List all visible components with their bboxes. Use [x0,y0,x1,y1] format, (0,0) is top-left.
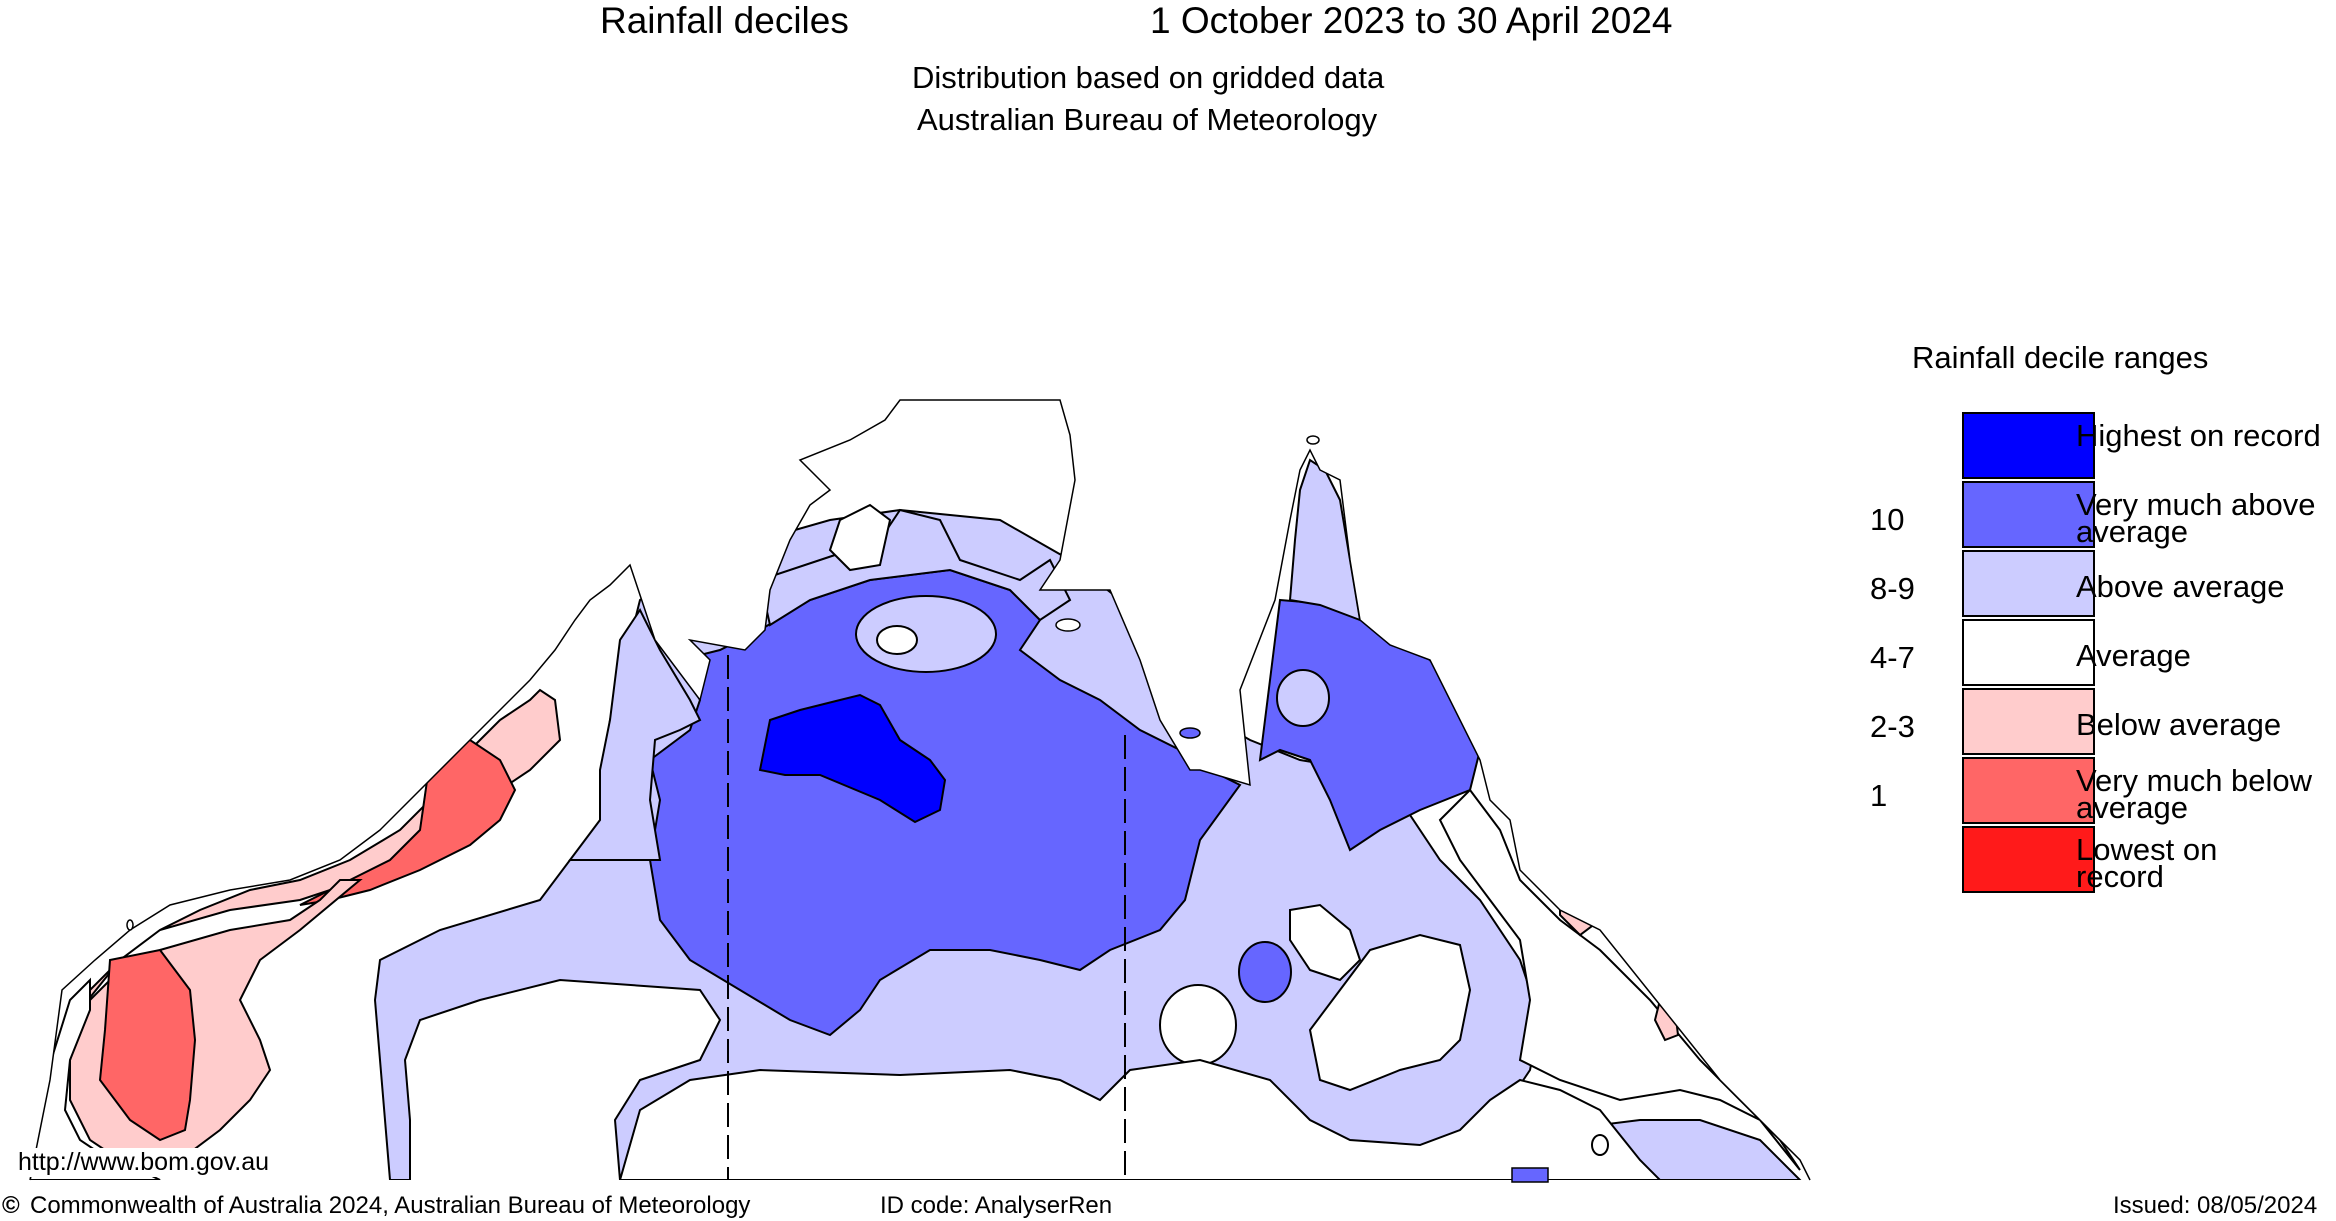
copyright-icon: © [2,1192,20,1219]
decile-label-10: 10 [1870,502,1905,537]
legend-swatch-lowest [1962,826,2095,893]
legend-label-lowest: Lowest on record [2076,832,2218,894]
legend-label-very-much-below: Very much below average [2076,763,2313,825]
subtitle-data-source: Distribution based on gridded data [912,60,1385,95]
legend-label-very-much-above: Very much above average [2076,487,2316,549]
legend-label-above: Above average [2076,569,2285,604]
copyright-text: Commonwealth of Australia 2024, Australi… [30,1192,751,1219]
very-much-above-average-region [648,568,1242,1037]
decile-label-8-9: 8-9 [1870,571,1915,606]
decile-label-2-3: 2-3 [1870,709,1915,744]
legend-label-below: Below average [2076,707,2282,742]
legend-label-highest: Highest on record [2076,418,2321,453]
decile-label-4-7: 4-7 [1870,640,1915,675]
decile-label-1: 1 [1870,778,1888,813]
legend-swatch-very-much-above [1962,481,2095,548]
issued-date: Issued: 08/05/2024 [2113,1192,2318,1219]
legend-swatch-very-much-below [1962,757,2095,824]
subtitle-agency: Australian Bureau of Meteorology [917,102,1378,137]
legend-swatch-highest [1962,412,2095,479]
map-title: Rainfall deciles [600,0,849,41]
date-range: 1 October 2023 to 30 April 2024 [1150,0,1673,41]
legend-swatch-above [1962,550,2095,617]
bom-url-link[interactable]: http://www.bom.gov.au [14,1148,274,1177]
id-code: ID code: AnalyserRen [880,1192,1113,1219]
highest-on-record-region [758,693,947,824]
legend-title: Rainfall decile ranges [1912,340,2209,375]
legend-swatch-below [1962,688,2095,755]
legend-swatch-average [1962,619,2095,686]
legend-label-average: Average [2076,638,2191,673]
